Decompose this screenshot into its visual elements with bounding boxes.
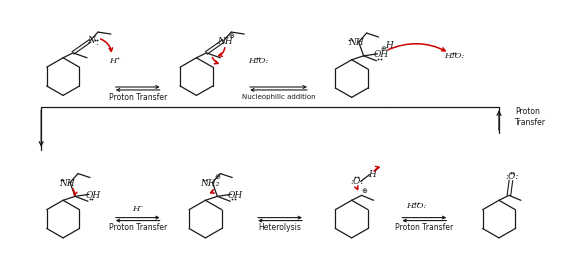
- Text: OH: OH: [374, 50, 389, 59]
- Text: NH: NH: [217, 38, 233, 47]
- Text: Proton
Transfer: Proton Transfer: [515, 107, 546, 127]
- Text: OH: OH: [228, 191, 243, 200]
- Text: Proton Transfer: Proton Transfer: [395, 223, 454, 232]
- Text: Proton Transfer: Proton Transfer: [109, 223, 167, 232]
- Text: ⊕: ⊕: [362, 188, 367, 194]
- Text: :: :: [96, 37, 99, 47]
- Text: :O:: :O:: [350, 177, 363, 186]
- Text: ⊕: ⊕: [214, 173, 220, 180]
- Text: H₂O:: H₂O:: [444, 52, 465, 60]
- Text: :O:: :O:: [505, 172, 519, 181]
- Text: H⁺: H⁺: [109, 57, 121, 65]
- Text: NH₂: NH₂: [200, 179, 219, 188]
- Text: H₂O:: H₂O:: [406, 202, 427, 210]
- Text: Heterolysis: Heterolysis: [259, 223, 301, 232]
- Text: ⊕: ⊕: [381, 46, 386, 52]
- Text: Proton Transfer: Proton Transfer: [109, 93, 167, 102]
- Text: N: N: [87, 36, 95, 45]
- Text: OH: OH: [85, 191, 101, 200]
- Text: H: H: [386, 41, 393, 51]
- Text: NH: NH: [59, 179, 75, 188]
- Text: H: H: [367, 170, 375, 179]
- Text: NH: NH: [348, 39, 363, 47]
- Text: H⁻: H⁻: [132, 205, 144, 213]
- Text: Nucleophilic addition: Nucleophilic addition: [242, 94, 316, 100]
- Text: ⊕: ⊕: [228, 33, 234, 39]
- Text: H₂O:: H₂O:: [248, 57, 269, 65]
